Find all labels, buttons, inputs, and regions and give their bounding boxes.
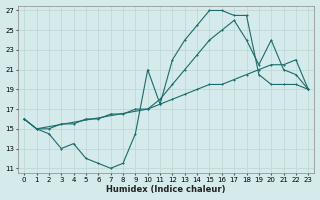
X-axis label: Humidex (Indice chaleur): Humidex (Indice chaleur) bbox=[107, 185, 226, 194]
